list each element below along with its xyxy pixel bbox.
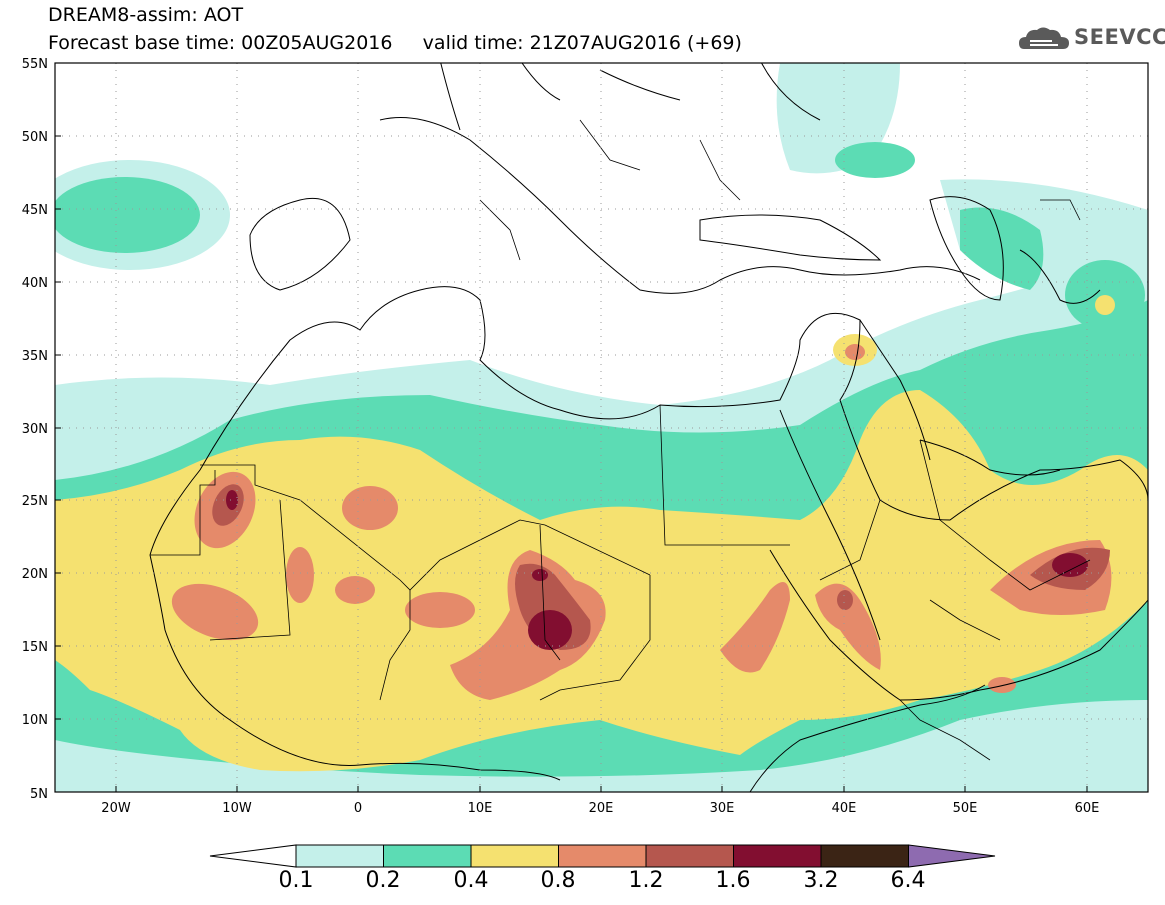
lon-label: 20W — [101, 801, 131, 816]
lat-label: 15N — [22, 640, 48, 655]
seevccc-logo — [1019, 27, 1069, 49]
lat-label: 5N — [30, 787, 48, 802]
colorbar-label: 0.8 — [540, 868, 576, 893]
axis-ticks — [55, 62, 1088, 792]
lat-label: 55N — [22, 57, 48, 72]
colorbar — [209, 844, 996, 868]
aot-level-1-6 — [226, 490, 1088, 650]
colorbar-below-arrow — [209, 844, 297, 868]
cloud-icon — [1019, 27, 1069, 49]
colorbar-label: 3.2 — [803, 868, 839, 893]
lon-label: 0 — [354, 801, 362, 816]
lon-label: 60E — [1075, 801, 1100, 816]
lat-lon-grid — [55, 63, 1148, 792]
aot-field — [55, 63, 1148, 792]
logo-text: SEEVCCC — [1074, 25, 1165, 49]
lat-label: 10N — [22, 713, 48, 728]
forecast-time-line: Forecast base time: 00Z05AUG2016 valid t… — [48, 32, 742, 54]
lat-label: 20N — [22, 567, 48, 582]
lat-label: 30N — [22, 422, 48, 437]
colorbar-swatch — [820, 844, 909, 868]
lat-label: 50N — [22, 130, 48, 145]
lat-labels: 5N 10N 15N 20N 25N 30N 35N 40N 45N 50N 5… — [22, 57, 48, 802]
lon-labels: 20W 10W 0 10E 20E 30E 40E 50E 60E — [101, 801, 1099, 816]
colorbar-label: 1.2 — [628, 868, 664, 893]
colorbar-label: 0.4 — [453, 868, 489, 893]
lon-label: 10E — [468, 801, 493, 816]
lon-label: 20E — [589, 801, 614, 816]
colorbar-label: 6.4 — [890, 868, 926, 893]
colorbar-label: 0.1 — [278, 868, 314, 893]
colorbar-swatch — [733, 844, 822, 868]
lon-label: 10W — [222, 801, 252, 816]
country-borders — [150, 119, 1091, 761]
colorbar-swatch — [383, 844, 472, 868]
lon-label: 50E — [953, 801, 978, 816]
colorbar-swatch — [470, 844, 559, 868]
colorbar-above-arrow — [908, 844, 996, 868]
map-title: DREAM8-assim: AOT — [48, 4, 244, 26]
colorbar-label: 0.2 — [365, 868, 401, 893]
lat-label: 25N — [22, 494, 48, 509]
coastlines — [149, 63, 1148, 792]
lat-label: 35N — [22, 349, 48, 364]
colorbar-label: 1.6 — [715, 868, 751, 893]
lon-label: 30E — [710, 801, 735, 816]
lon-label: 40E — [832, 801, 857, 816]
colorbar-swatch — [645, 844, 734, 868]
colorbar-swatch — [295, 844, 384, 868]
lat-label: 40N — [22, 276, 48, 291]
lat-label: 45N — [22, 203, 48, 218]
colorbar-swatch — [558, 844, 647, 868]
